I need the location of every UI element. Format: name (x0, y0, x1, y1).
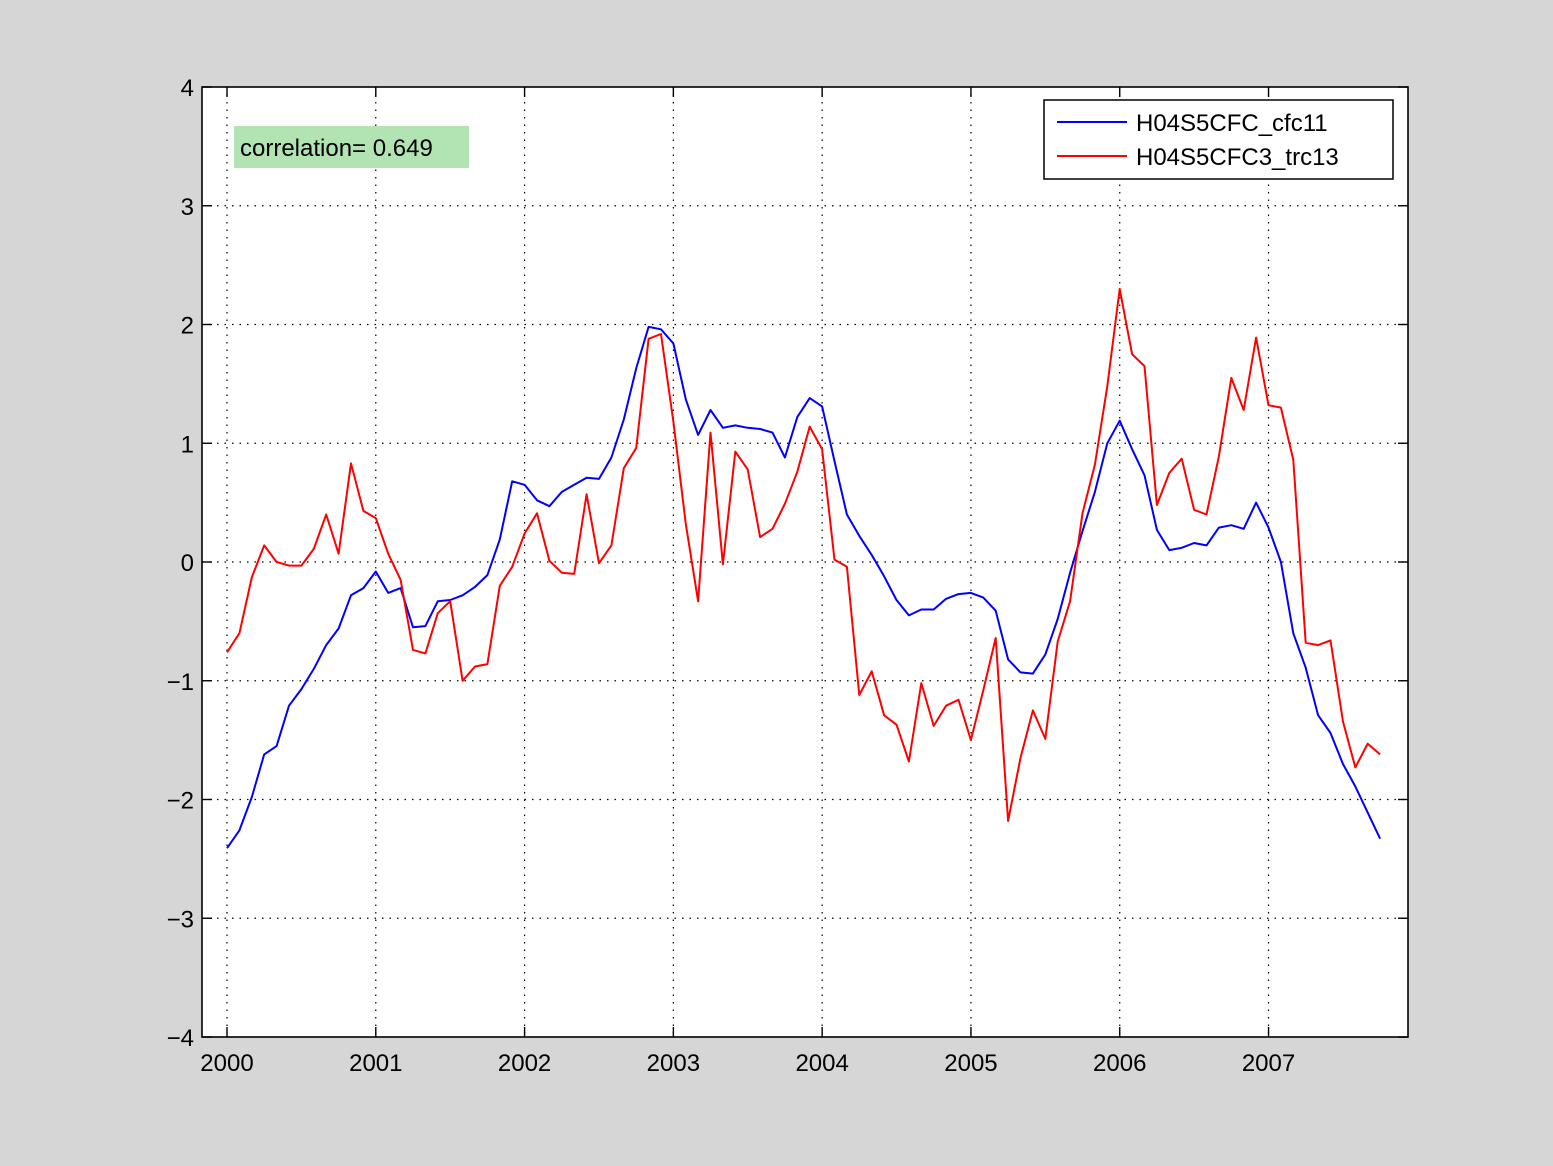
x-tick-label: 2001 (349, 1050, 402, 1077)
y-tick-label: 1 (181, 431, 194, 458)
x-tick-label: 2000 (200, 1050, 253, 1077)
axis-ticks: 2000 2001 2002 2003 2004 2005 2006 2007 −4 −3 −2 −1… (167, 75, 1408, 1077)
y-tick-label: −4 (167, 1025, 194, 1052)
series-lines (226, 287, 1382, 849)
x-tick-label: 2006 (1093, 1050, 1146, 1077)
y-tick-label: −3 (167, 906, 194, 933)
x-tick-label: 2002 (498, 1050, 551, 1077)
legend-label-2: H04S5CFC3_trc13 (1136, 144, 1339, 171)
correlation-annotation-background (234, 126, 469, 168)
x-tick-label: 2005 (944, 1050, 997, 1077)
x-tick-label: 2004 (795, 1050, 848, 1077)
x-tick-label: 2003 (647, 1050, 700, 1077)
y-tick-label: −2 (167, 788, 194, 815)
legend-label-1: H04S5CFC_cfc11 (1136, 110, 1328, 137)
correlation-annotation: correlation= 0.649 (234, 126, 469, 168)
legend-box (1043, 99, 1394, 180)
series-line-1 (226, 325, 1382, 849)
y-tick-label: 4 (181, 75, 194, 102)
x-tick-label: 2007 (1242, 1050, 1295, 1077)
axes-frame (201, 86, 1409, 1038)
legend: H04S5CFC_cfc11 H04S5CFC3_trc13 (1043, 99, 1394, 180)
y-tick-label: −1 (167, 669, 194, 696)
y-tick-label: 0 (181, 550, 194, 577)
grid-lines (202, 87, 1408, 1037)
correlation-annotation-text: correlation= 0.649 (240, 135, 433, 162)
series-line-2 (226, 287, 1381, 822)
y-tick-label: 3 (181, 194, 194, 221)
y-tick-label: 2 (181, 313, 194, 340)
